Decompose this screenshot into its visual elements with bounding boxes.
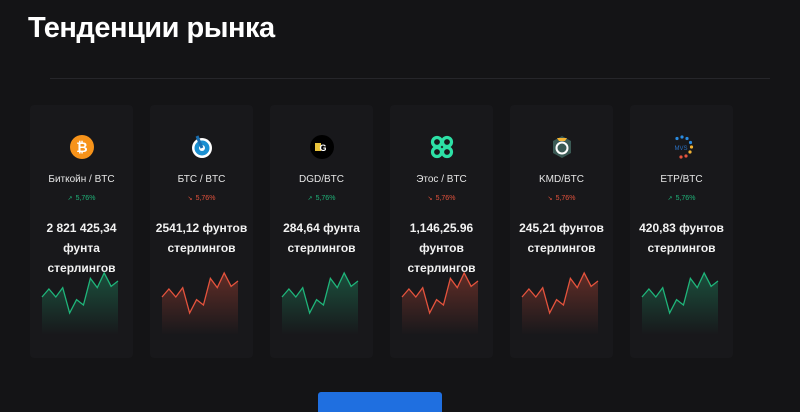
change-badge: ↘ 5,76% <box>547 195 576 202</box>
sparkline-area <box>282 273 358 335</box>
etp-icon: MVS <box>674 135 694 159</box>
sparkline-area <box>162 273 238 335</box>
market-cards: ₿ Биткойн / BTC ↗ 5,76% 2 821 425,34 фунт… <box>30 105 733 358</box>
market-card[interactable]: ₿ Биткойн / BTC ↗ 5,76% 2 821 425,34 фунт… <box>30 105 133 358</box>
change-badge: ↘ 5,76% <box>187 195 216 202</box>
sparkline-chart <box>41 271 119 335</box>
sparkline-chart <box>161 271 239 335</box>
sparkline-chart <box>521 271 599 335</box>
sparkline-area <box>42 273 118 335</box>
pair-name: DGD/BTC <box>299 174 344 185</box>
sparkline-area <box>642 273 718 335</box>
sparkline-chart <box>401 271 479 335</box>
market-card[interactable]: KMD/BTC ↘ 5,76% 245,21 фунтов стерлингов <box>510 105 613 358</box>
bitcoin-icon: ₿ <box>70 135 94 159</box>
trend-icon: ↗ <box>307 196 313 202</box>
page-title: Тенденции рынка <box>28 12 275 44</box>
trend-icon: ↘ <box>427 196 433 202</box>
pair-name: KMD/BTC <box>539 174 584 185</box>
sparkline-area <box>522 273 598 335</box>
trend-icon: ↗ <box>667 196 673 202</box>
pair-name: БТС / BTC <box>177 174 226 185</box>
pair-name: Этос / BTC <box>416 174 467 185</box>
sparkline-chart <box>641 271 719 335</box>
price: 245,21 фунтов стерлингов <box>519 221 604 255</box>
svg-text:G: G <box>319 143 326 153</box>
sparkline-line <box>641 271 719 315</box>
sparkline-area <box>402 273 478 335</box>
price: 284,64 фунта стерлингов <box>283 221 360 255</box>
trend-icon: ↗ <box>67 196 73 202</box>
sparkline-line <box>281 271 359 315</box>
sparkline-line <box>41 271 119 315</box>
market-card[interactable]: MVS ETP/BTC ↗ 5,76% 420,83 фунтов стерлин… <box>630 105 733 358</box>
sparkline-line <box>161 271 239 315</box>
change-badge: ↗ 5,76% <box>67 195 96 202</box>
pair-name: ETP/BTC <box>660 174 703 185</box>
change-badge: ↗ 5,76% <box>307 195 336 202</box>
svg-text:MVS: MVS <box>674 146 687 152</box>
price: 2541,12 фунтов стерлингов <box>155 221 248 255</box>
sparkline-chart <box>281 271 359 335</box>
change-badge: ↘ 5,76% <box>427 195 456 202</box>
market-card[interactable]: Этос / BTC ↘ 5,76% 1,146,25.96 фунтов сте… <box>390 105 493 358</box>
price: 420,83 фунтов стерлингов <box>639 221 724 255</box>
bts-icon <box>192 135 212 158</box>
ethos-icon <box>430 135 454 159</box>
price: 2 821 425,34 фунта стерлингов <box>46 221 117 275</box>
kmd-icon <box>553 136 571 158</box>
market-card[interactable]: БТС / BTC ↘ 5,76% 2541,12 фунтов стерлинг… <box>150 105 253 358</box>
sparkline-line <box>521 271 599 315</box>
dgd-icon: G <box>310 135 334 159</box>
change-badge: ↗ 5,76% <box>667 195 696 202</box>
sparkline-line <box>401 271 479 315</box>
primary-button[interactable] <box>318 392 442 412</box>
market-card[interactable]: G DGD/BTC ↗ 5,76% 284,64 фунта стерлингов <box>270 105 373 358</box>
trend-icon: ↘ <box>187 196 193 202</box>
trend-icon: ↘ <box>547 196 553 202</box>
svg-text:₿: ₿ <box>76 139 87 155</box>
price: 1,146,25.96 фунтов стерлингов <box>407 221 476 275</box>
pair-name: Биткойн / BTC <box>48 174 115 185</box>
divider <box>50 78 770 79</box>
